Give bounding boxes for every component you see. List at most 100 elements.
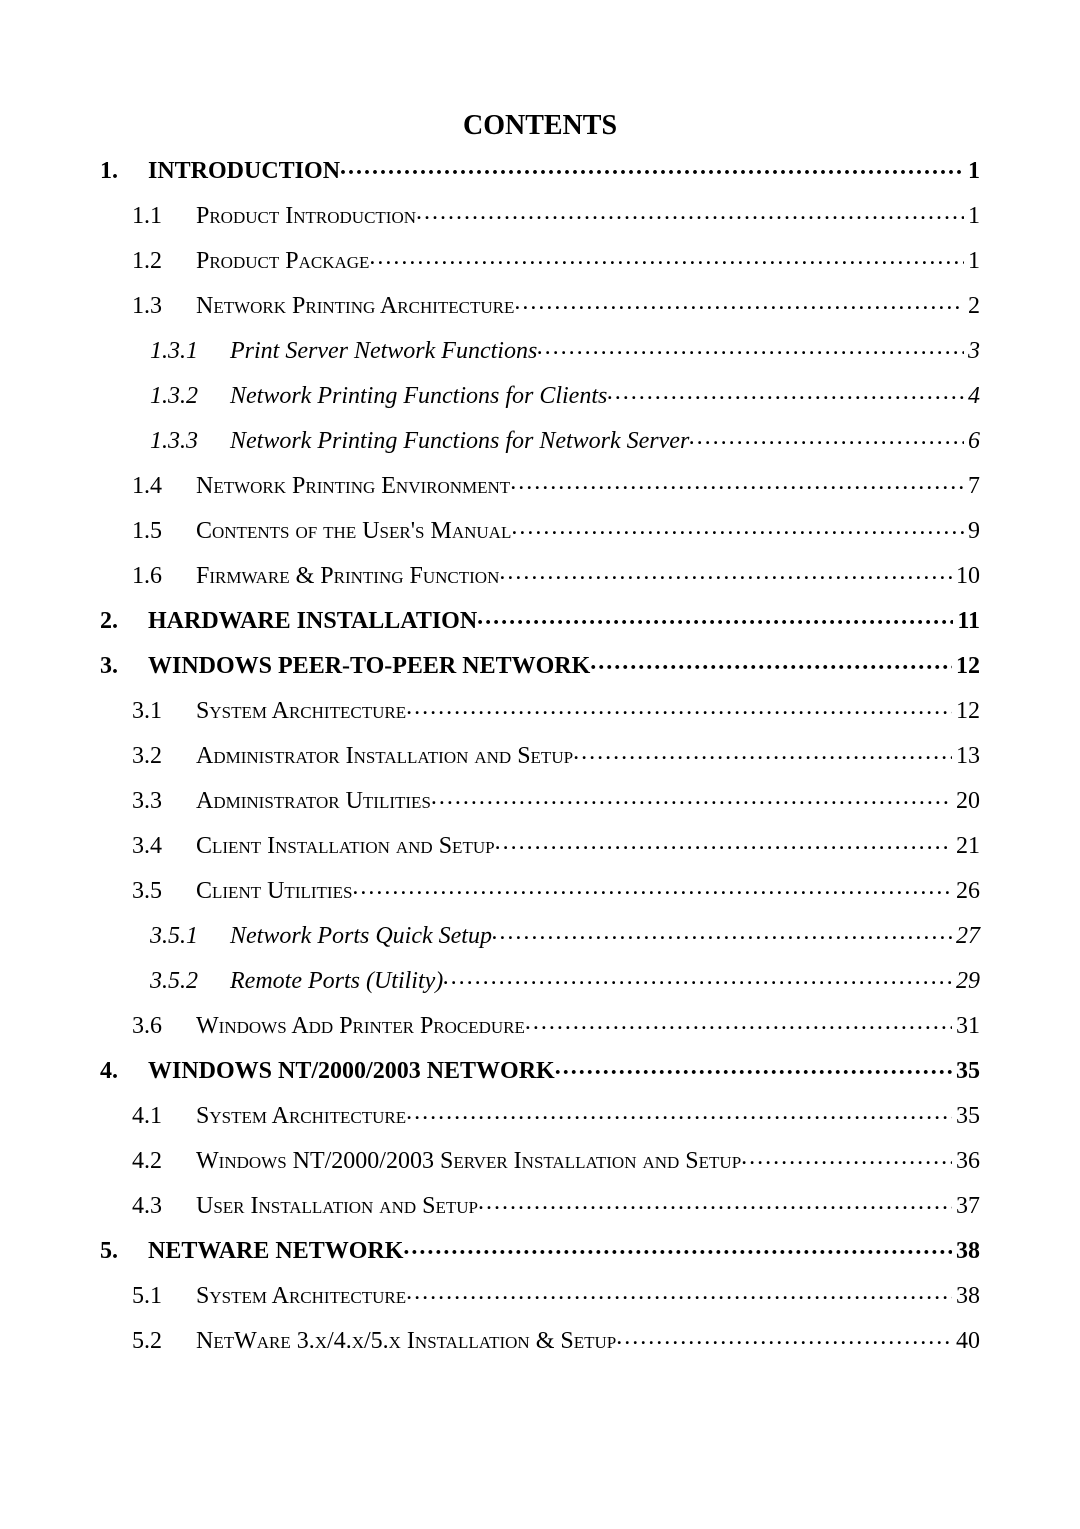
toc-entry-page: 10	[952, 563, 980, 590]
toc-entry-number: 1.3	[132, 293, 188, 320]
toc-entry-label: Windows NT/2000/2003 Server Installation…	[188, 1148, 741, 1175]
toc-leader-dots	[406, 1099, 952, 1123]
toc-entry: 1.3.3Network Printing Functions for Netw…	[100, 424, 980, 455]
toc-entry: 3.5.2Remote Ports (Utility)29	[100, 964, 980, 995]
toc-entry-label: NETWARE NETWORK	[140, 1238, 403, 1265]
toc-entry-number: 1.1	[132, 203, 188, 230]
toc-entry: 4.3User Installation and Setup37	[100, 1189, 980, 1220]
toc-entry: 4.1System Architecture35	[100, 1099, 980, 1130]
toc-entry-number: 3.5.2	[150, 968, 222, 995]
toc-entry-label: Windows Add Printer Procedure	[188, 1013, 525, 1040]
toc-leader-dots	[369, 244, 964, 268]
toc-entry-number: 5.2	[132, 1328, 188, 1355]
toc-entry: 1.4Network Printing Environment7	[100, 469, 980, 500]
toc-entry-page: 31	[952, 1013, 980, 1040]
toc-entry-page: 20	[952, 788, 980, 815]
toc-entry-number: 4.1	[132, 1103, 188, 1130]
toc-entry-label: WINDOWS NT/2000/2003 NETWORK	[140, 1058, 555, 1085]
toc-entry-page: 21	[952, 833, 980, 860]
toc-entry-label: Firmware & Printing Function	[188, 563, 499, 590]
toc-leader-dots	[499, 559, 952, 583]
toc-leader-dots	[495, 829, 952, 853]
toc-leader-dots	[555, 1054, 952, 1078]
toc-entry-number: 4.2	[132, 1148, 188, 1175]
toc-list: 1.INTRODUCTION11.1Product Introduction11…	[100, 154, 980, 1355]
toc-entry: 2.HARDWARE INSTALLATION11	[100, 604, 980, 635]
toc-entry-page: 9	[964, 518, 980, 545]
toc-entry-label: Print Server Network Functions	[222, 338, 537, 365]
toc-entry-number: 1.	[100, 158, 140, 185]
toc-leader-dots	[510, 469, 964, 493]
toc-entry-label: Product Introduction	[188, 203, 416, 230]
toc-entry-page: 36	[952, 1148, 980, 1175]
toc-entry: 4.WINDOWS NT/2000/2003 NETWORK 35	[100, 1054, 980, 1085]
toc-entry-number: 3.6	[132, 1013, 188, 1040]
toc-leader-dots	[511, 514, 964, 538]
toc-leader-dots	[514, 289, 964, 313]
toc-entry: 1.3.2Network Printing Functions for Clie…	[100, 379, 980, 410]
toc-entry-page: 1	[964, 158, 980, 185]
toc-entry: 1.6Firmware & Printing Function10	[100, 559, 980, 590]
toc-entry: 1.2Product Package1	[100, 244, 980, 275]
toc-entry-number: 4.	[100, 1058, 140, 1085]
toc-entry: 3.2Administrator Installation and Setup1…	[100, 739, 980, 770]
toc-entry: 3.3Administrator Utilities 20	[100, 784, 980, 815]
toc-entry: 3.5Client Utilities26	[100, 874, 980, 905]
toc-entry-label: Contents of the User's Manual	[188, 518, 511, 545]
toc-entry-number: 5.	[100, 1238, 140, 1265]
toc-leader-dots	[477, 604, 953, 628]
toc-entry-label: Administrator Utilities	[188, 788, 431, 815]
toc-entry-page: 1	[964, 248, 980, 275]
toc-leader-dots	[616, 1324, 952, 1348]
toc-entry-page: 40	[952, 1328, 980, 1355]
toc-entry-number: 1.4	[132, 473, 188, 500]
toc-entry: 3.WINDOWS PEER-TO-PEER NETWORK12	[100, 649, 980, 680]
toc-entry-page: 3	[964, 338, 980, 365]
toc-entry-label: Network Ports Quick Setup	[222, 923, 492, 950]
toc-leader-dots	[406, 1279, 952, 1303]
toc-entry-number: 3.4	[132, 833, 188, 860]
toc-entry-number: 1.3.2	[150, 383, 222, 410]
toc-leader-dots	[478, 1189, 952, 1213]
toc-leader-dots	[443, 964, 952, 988]
toc-entry-page: 35	[952, 1103, 980, 1130]
toc-entry-page: 13	[952, 743, 980, 770]
toc-entry: 3.6Windows Add Printer Procedure 31	[100, 1009, 980, 1040]
toc-entry-page: 12	[952, 653, 980, 680]
toc-entry-page: 1	[964, 203, 980, 230]
toc-leader-dots	[352, 874, 952, 898]
toc-entry-number: 1.3.1	[150, 338, 222, 365]
toc-leader-dots	[689, 424, 964, 448]
toc-entry-page: 27	[952, 923, 980, 950]
toc-entry-number: 5.1	[132, 1283, 188, 1310]
toc-entry-label: System Architecture	[188, 1283, 406, 1310]
toc-entry: 1.1Product Introduction 1	[100, 199, 980, 230]
toc-entry-label: Network Printing Architecture	[188, 293, 514, 320]
toc-entry-page: 35	[952, 1058, 980, 1085]
toc-entry: 4.2Windows NT/2000/2003 Server Installat…	[100, 1144, 980, 1175]
toc-entry-page: 7	[964, 473, 980, 500]
toc-leader-dots	[431, 784, 952, 808]
toc-entry-number: 1.2	[132, 248, 188, 275]
toc-leader-dots	[537, 334, 964, 358]
toc-entry-label: Administrator Installation and Setup	[188, 743, 573, 770]
toc-title: CONTENTS	[100, 110, 980, 142]
toc-entry-label: Client Utilities	[188, 878, 352, 905]
toc-entry-page: 12	[952, 698, 980, 725]
toc-entry-label: Network Printing Functions for Clients	[222, 383, 607, 410]
toc-entry-page: 38	[952, 1238, 980, 1265]
toc-leader-dots	[340, 154, 964, 178]
toc-leader-dots	[525, 1009, 952, 1033]
toc-entry-number: 1.3.3	[150, 428, 222, 455]
toc-entry: 1.3Network Printing Architecture2	[100, 289, 980, 320]
toc-entry: 1.INTRODUCTION1	[100, 154, 980, 185]
toc-entry-number: 3.3	[132, 788, 188, 815]
toc-entry-page: 6	[964, 428, 980, 455]
toc-entry: 1.5Contents of the User's Manual9	[100, 514, 980, 545]
toc-entry-page: 11	[953, 608, 980, 635]
toc-entry-number: 3.5	[132, 878, 188, 905]
toc-leader-dots	[492, 919, 952, 943]
toc-entry: 5.1System Architecture 38	[100, 1279, 980, 1310]
toc-entry-number: 3.1	[132, 698, 188, 725]
toc-entry-page: 38	[952, 1283, 980, 1310]
